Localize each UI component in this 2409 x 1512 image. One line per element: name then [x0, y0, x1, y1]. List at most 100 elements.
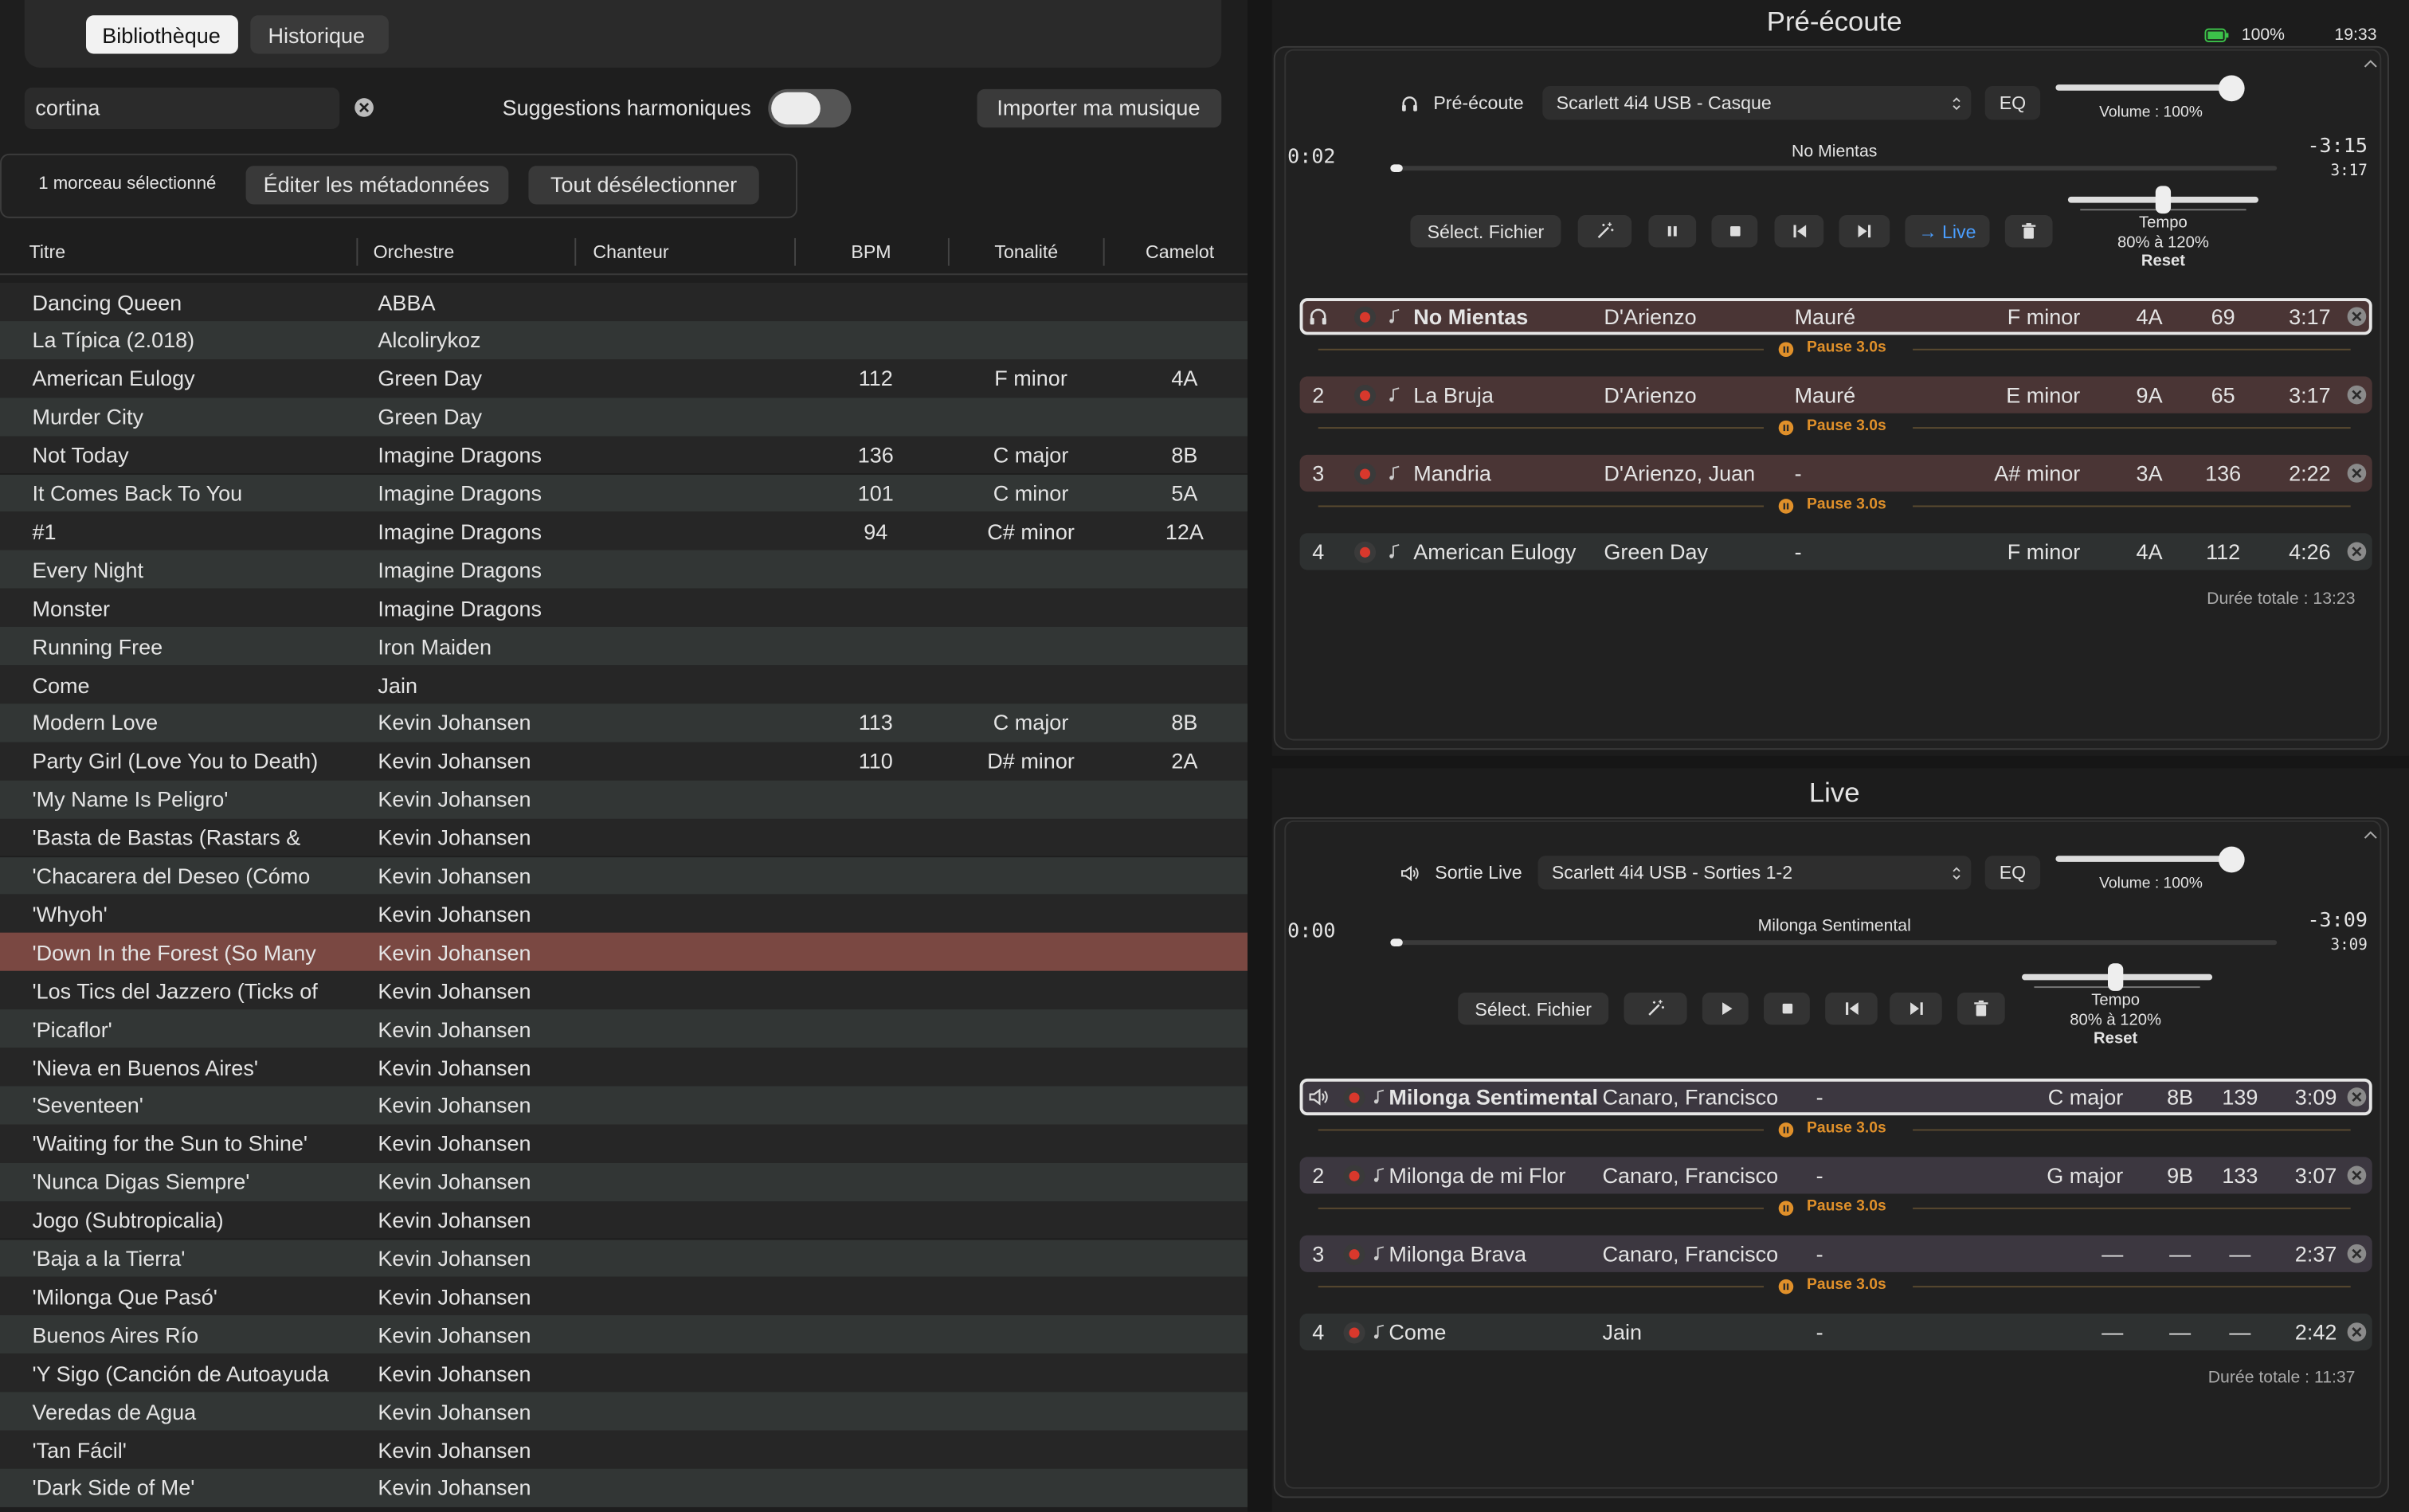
- edit-button[interactable]: [245, 166, 509, 205]
- column-header[interactable]: BPM: [851, 241, 891, 263]
- table-row[interactable]: [0, 282, 1248, 321]
- queue-row[interactable]: [1299, 1157, 2372, 1194]
- tab-label[interactable]: Historique: [268, 22, 366, 48]
- table-row[interactable]: [0, 1430, 1248, 1469]
- column-header[interactable]: Titre: [29, 241, 66, 263]
- table-row[interactable]: [0, 511, 1248, 550]
- table-row[interactable]: [0, 780, 1248, 819]
- table-row[interactable]: [0, 1468, 1248, 1507]
- pausedot-icon: [1777, 1122, 1793, 1137]
- table-row[interactable]: [0, 397, 1248, 436]
- live-button[interactable]: [1905, 214, 1990, 248]
- table-row[interactable]: [0, 1353, 1248, 1393]
- table-row[interactable]: [0, 1239, 1248, 1278]
- cell-title: 'Picaflor': [32, 1016, 112, 1041]
- pause-label: Pause 3.0s: [1806, 1198, 1886, 1216]
- queue-row[interactable]: [1299, 298, 2372, 335]
- tab-library[interactable]: [85, 15, 238, 54]
- row-selected[interactable]: [0, 933, 1248, 972]
- file-button[interactable]: [1458, 992, 1609, 1025]
- note-icon: [1373, 1168, 1385, 1182]
- cell-orchestra: ABBA: [378, 289, 436, 315]
- search-text: cortina: [35, 95, 100, 120]
- volume-track[interactable]: [2055, 856, 2243, 862]
- eq-button[interactable]: [1984, 856, 2041, 890]
- progress-knob: [1390, 938, 1403, 946]
- eq-label[interactable]: EQ: [1999, 92, 2027, 114]
- device-select[interactable]: [1542, 85, 1972, 120]
- table-row[interactable]: [0, 473, 1248, 512]
- queue-row[interactable]: [1299, 454, 2372, 492]
- tempo-reset[interactable]: Reset: [2094, 1029, 2138, 1048]
- table-row[interactable]: [0, 320, 1248, 359]
- progress-track[interactable]: [1392, 166, 2278, 171]
- progress-track[interactable]: [1392, 940, 2278, 946]
- file-button[interactable]: [1410, 214, 1561, 248]
- record-icon: [1342, 1243, 1365, 1265]
- table-row[interactable]: [0, 627, 1248, 666]
- table-row[interactable]: [0, 1009, 1248, 1048]
- table-row[interactable]: [0, 1162, 1248, 1201]
- queue-row[interactable]: [1299, 376, 2372, 413]
- duration: 3:09: [2330, 937, 2368, 954]
- table-row[interactable]: [0, 895, 1248, 934]
- table-row[interactable]: [0, 550, 1248, 590]
- deselect-button[interactable]: [528, 166, 759, 205]
- pause-line: [1913, 348, 2351, 351]
- table-row[interactable]: [0, 703, 1248, 742]
- import-button[interactable]: [977, 88, 1222, 128]
- table-row[interactable]: [0, 818, 1248, 857]
- eq-label[interactable]: EQ: [1999, 861, 2027, 883]
- table-row[interactable]: [0, 1315, 1248, 1354]
- column-header[interactable]: Camelot: [1146, 241, 1215, 263]
- queue-row[interactable]: [1299, 1313, 2372, 1351]
- queue-bpm: 139: [2222, 1084, 2258, 1110]
- tempo-knob[interactable]: [2107, 963, 2124, 991]
- import-label[interactable]: Importer ma musique: [997, 95, 1201, 120]
- tab-label[interactable]: Bibliothèque: [102, 22, 221, 48]
- volume-knob[interactable]: [2218, 846, 2245, 873]
- tab-history[interactable]: [250, 15, 389, 54]
- duration: 3:17: [2330, 163, 2368, 180]
- table-row[interactable]: [0, 971, 1248, 1010]
- device-name[interactable]: Scarlett 4i4 USB - Casque: [1556, 92, 1772, 114]
- edit-label[interactable]: Éditer les métadonnées: [263, 171, 490, 197]
- deselect-label[interactable]: Tout désélectionner: [550, 171, 738, 197]
- table-row[interactable]: [0, 1201, 1248, 1240]
- button-label[interactable]: Sélect. Fichier: [1427, 220, 1545, 242]
- device-select[interactable]: [1537, 856, 1972, 890]
- volume-track[interactable]: [2055, 84, 2243, 91]
- device-name[interactable]: Scarlett 4i4 USB - Sorties 1-2: [1551, 861, 1793, 883]
- column-header[interactable]: Chanteur: [593, 241, 669, 263]
- table-row[interactable]: [0, 1392, 1248, 1431]
- live-button-label[interactable]: → Live: [1918, 220, 1976, 242]
- eq-button[interactable]: [1984, 85, 2041, 120]
- queue-position: 2: [1312, 1162, 1325, 1188]
- column-header[interactable]: Tonalité: [994, 241, 1059, 263]
- column-header[interactable]: Orchestre: [373, 241, 455, 263]
- queue-row[interactable]: [1299, 1078, 2372, 1116]
- search-field[interactable]: [24, 87, 340, 129]
- table-row[interactable]: [0, 1124, 1248, 1163]
- table-row[interactable]: [0, 358, 1248, 398]
- table-row[interactable]: [0, 435, 1248, 474]
- tempo-reset[interactable]: Reset: [2141, 252, 2186, 271]
- table-row[interactable]: [0, 1048, 1248, 1087]
- table-row[interactable]: [0, 742, 1248, 781]
- table-row[interactable]: [0, 1277, 1248, 1316]
- table-row[interactable]: [0, 665, 1248, 704]
- cell-orchestra: Kevin Johansen: [378, 1016, 531, 1041]
- tempo-label: Tempo: [2091, 990, 2141, 1010]
- toggle-button[interactable]: [1648, 214, 1697, 248]
- table-row[interactable]: [0, 856, 1248, 895]
- table-row[interactable]: [0, 1086, 1248, 1125]
- selection-count: 1 morceau sélectionné: [38, 174, 217, 194]
- button-label[interactable]: Sélect. Fichier: [1475, 997, 1592, 1020]
- queue-row[interactable]: [1299, 533, 2372, 570]
- table-row[interactable]: [0, 589, 1248, 628]
- queue-row[interactable]: [1299, 1235, 2372, 1272]
- queue-duration: 3:07: [2294, 1162, 2337, 1188]
- volume-knob[interactable]: [2218, 75, 2245, 102]
- tempo-knob[interactable]: [2155, 186, 2172, 214]
- pause-line: [1318, 427, 1764, 429]
